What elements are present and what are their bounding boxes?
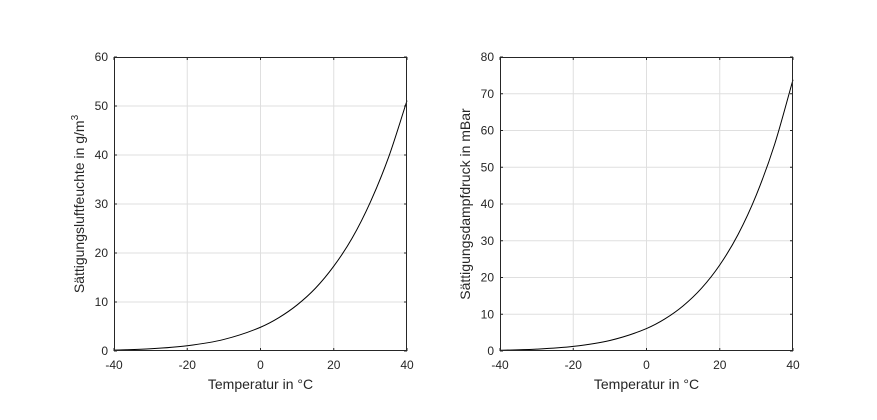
- y-axis-label: Sättigungsdampfdruck in mBar: [457, 108, 473, 300]
- x-tick-label: 40: [400, 358, 414, 372]
- series-line: [499, 79, 794, 351]
- y-tick-label: 0: [487, 344, 494, 358]
- x-axis-label: Temperatur in °C: [594, 376, 699, 392]
- x-axis-label: Temperatur in °C: [208, 376, 313, 392]
- y-axis-label-text: Sättigungsluftfeuchte in g/m: [71, 120, 87, 293]
- y-axis-label-text: Sättigungsdampfdruck in mBar: [457, 108, 473, 300]
- x-tick-label: -40: [491, 358, 509, 372]
- y-tick-label: 10: [481, 307, 495, 321]
- y-tick-label: 20: [481, 271, 495, 285]
- y-tick-label: 70: [481, 87, 495, 101]
- x-tick-label: 20: [327, 358, 341, 372]
- x-tick-label: -40: [105, 358, 123, 372]
- y-tick-label: 40: [95, 148, 109, 162]
- plot-saettigungsdampfdruck: -40 -20 0 20 40 0 10 20 30 40 50 60 70 80 Temperatur i…: [457, 50, 800, 392]
- y-tick-label: 10: [95, 295, 109, 309]
- y-tick-label: 50: [481, 160, 495, 174]
- y-tick-label: 30: [481, 234, 495, 248]
- x-tick-label: 20: [713, 358, 727, 372]
- x-tick-label: -20: [179, 358, 197, 372]
- y-tick-label: 20: [95, 246, 109, 260]
- y-tick-label: 80: [481, 50, 495, 64]
- y-tick-label: 40: [481, 197, 495, 211]
- y-tick-label: 50: [95, 99, 109, 113]
- y-tick-label: 60: [481, 124, 495, 138]
- series-line: [113, 100, 408, 351]
- y-tick-label: 30: [95, 197, 109, 211]
- y-tick-label: 60: [95, 50, 109, 64]
- x-tick-label: -20: [565, 358, 583, 372]
- x-tick-label: 0: [643, 358, 650, 372]
- plot-saettigungsluftfeuchte: -40 -20 0 20 40 0 10 20 30 40 50 60 Temperatur in °C…: [70, 50, 414, 392]
- y-tick-label: 0: [101, 344, 108, 358]
- y-axis-label-superscript: 3: [70, 114, 81, 120]
- x-tick-label: 0: [257, 358, 264, 372]
- y-axis-label: Sättigungsluftfeuchte in g/m3: [70, 114, 87, 293]
- x-tick-label: 40: [786, 358, 800, 372]
